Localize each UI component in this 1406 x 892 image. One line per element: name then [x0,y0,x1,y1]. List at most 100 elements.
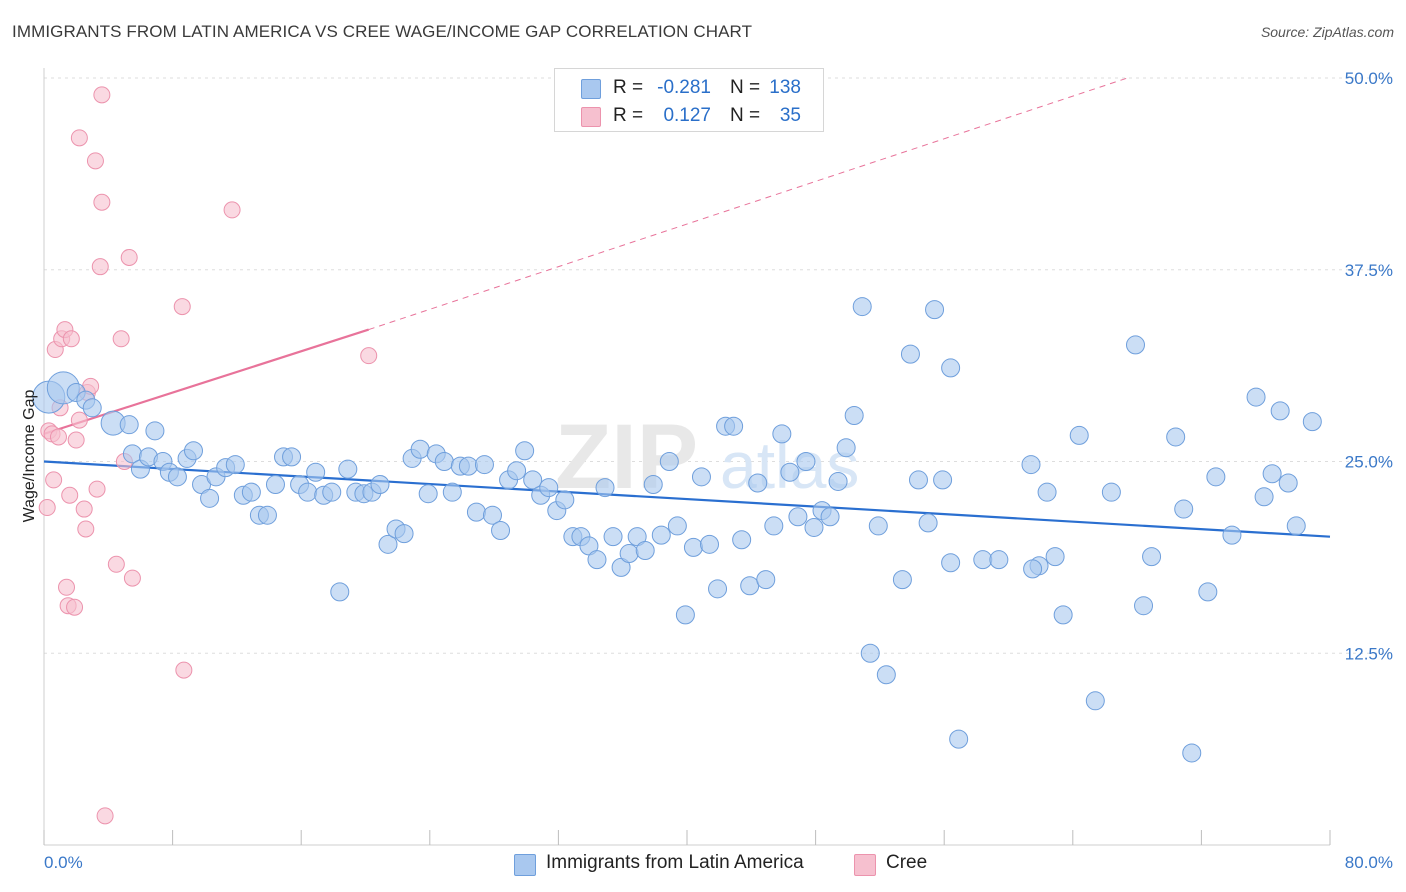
cree-point [173,298,191,316]
latin-america-point [667,516,687,536]
latin-america-point [442,482,462,502]
cree-point [49,428,67,446]
y-axis-title: Wage/Income Gap [21,390,38,523]
latin-america-point [410,439,430,459]
grid-lines [44,77,1393,654]
latin-america-point [1021,455,1041,475]
latin-america-point [1270,401,1290,421]
latin-america-point [225,455,245,475]
latin-america-point [466,502,486,522]
y-tick-labels: 12.5% 25.0% 37.5% 50.0% [1345,69,1393,663]
cree-point [45,471,63,489]
latin-america-point [306,462,326,482]
legend-r-label: R = [613,105,644,126]
latin-america-point [458,456,478,476]
latin-america-point [643,475,663,495]
latin-america-point [82,398,102,418]
legend-n-label: N = [730,105,761,126]
latin-america-point [491,521,511,541]
legend-row-latin-america: R = -0.281 N = 138 [555,73,823,101]
latin-america-point [1198,582,1218,602]
latin-america-point [796,452,816,471]
cree-points [38,86,378,825]
latin-america-point [675,605,695,625]
latin-america-point [764,516,784,536]
stats-legend: R = -0.281 N = 138 R = 0.127 N = 35 [554,68,824,132]
legend-n-value: 138 [769,77,801,98]
latin-america-point [804,517,824,537]
latin-america-point [876,665,896,685]
latin-america-point [257,505,277,525]
cree-point [61,486,79,504]
cree-point [86,152,104,170]
cree-point [88,480,106,498]
y-tick-label: 25.0% [1345,453,1393,472]
latin-america-point [708,579,728,599]
latin-america-point [241,482,261,502]
latin-america-point [1037,482,1057,502]
latin-america-point [1246,387,1266,407]
latin-america-point [683,537,703,557]
latin-america-point [298,482,318,502]
latin-america-point [539,478,559,498]
latin-america-point [1134,596,1154,616]
latin-america-point [1182,743,1202,763]
latin-america-point [434,452,454,471]
latin-america-point [183,441,203,461]
latin-america-point [595,478,615,498]
latin-america-point [1254,487,1274,507]
x-tick-label-max: 80.0% [1345,853,1393,872]
latin-america-point [659,452,679,471]
latin-america-point [868,516,888,536]
latin-america-point [507,461,527,481]
latin-america-point [167,467,187,487]
trend-line-cree [43,328,370,435]
chart-title: IMMIGRANTS FROM LATIN AMERICA VS CREE WA… [12,22,753,41]
latin-america-point [1206,467,1226,487]
latin-america-point [989,550,1009,570]
latin-america-point [119,415,139,435]
cree-point [175,661,193,679]
bottom-legend-swatch-blue [514,854,536,876]
latin-america-point [732,530,752,550]
cree-point [70,411,88,429]
latin-america-point [619,544,639,564]
bottom-legend-swatch-pink [854,854,876,876]
latin-america-point [1302,412,1322,432]
latin-america-point [330,582,350,602]
latin-america-point [973,550,993,570]
latin-america-point [949,729,969,749]
cree-point [75,500,93,518]
latin-america-points [32,297,1322,763]
latin-america-point [587,550,607,570]
trend-line-latin-america [43,460,1331,538]
latin-america-point [860,643,880,663]
cree-point [38,499,56,517]
latin-america-point [844,405,864,425]
latin-america-point [828,471,848,491]
trend-lines [43,77,1331,538]
latin-america-point [691,467,711,487]
cree-point [123,569,141,587]
latin-america-point [1069,425,1089,445]
latin-america-point [925,300,945,320]
latin-america-point [322,482,342,502]
latin-america-point [145,421,165,441]
latin-america-point [523,470,543,490]
cree-point [67,431,85,449]
latin-america-point [892,570,912,590]
legend-n-label: N = [730,77,761,98]
latin-america-point [740,576,760,596]
latin-america-point [394,524,414,544]
cree-point [223,201,241,219]
trend-line-cree [368,77,1128,331]
latin-america-point [1174,499,1194,519]
latin-america-point [1278,473,1298,493]
legend-swatch-pink [581,107,601,127]
cree-point [120,248,138,266]
latin-america-point [1045,547,1065,567]
latin-america-point [941,553,961,573]
latin-america-point [338,459,358,479]
cree-point [107,555,125,573]
